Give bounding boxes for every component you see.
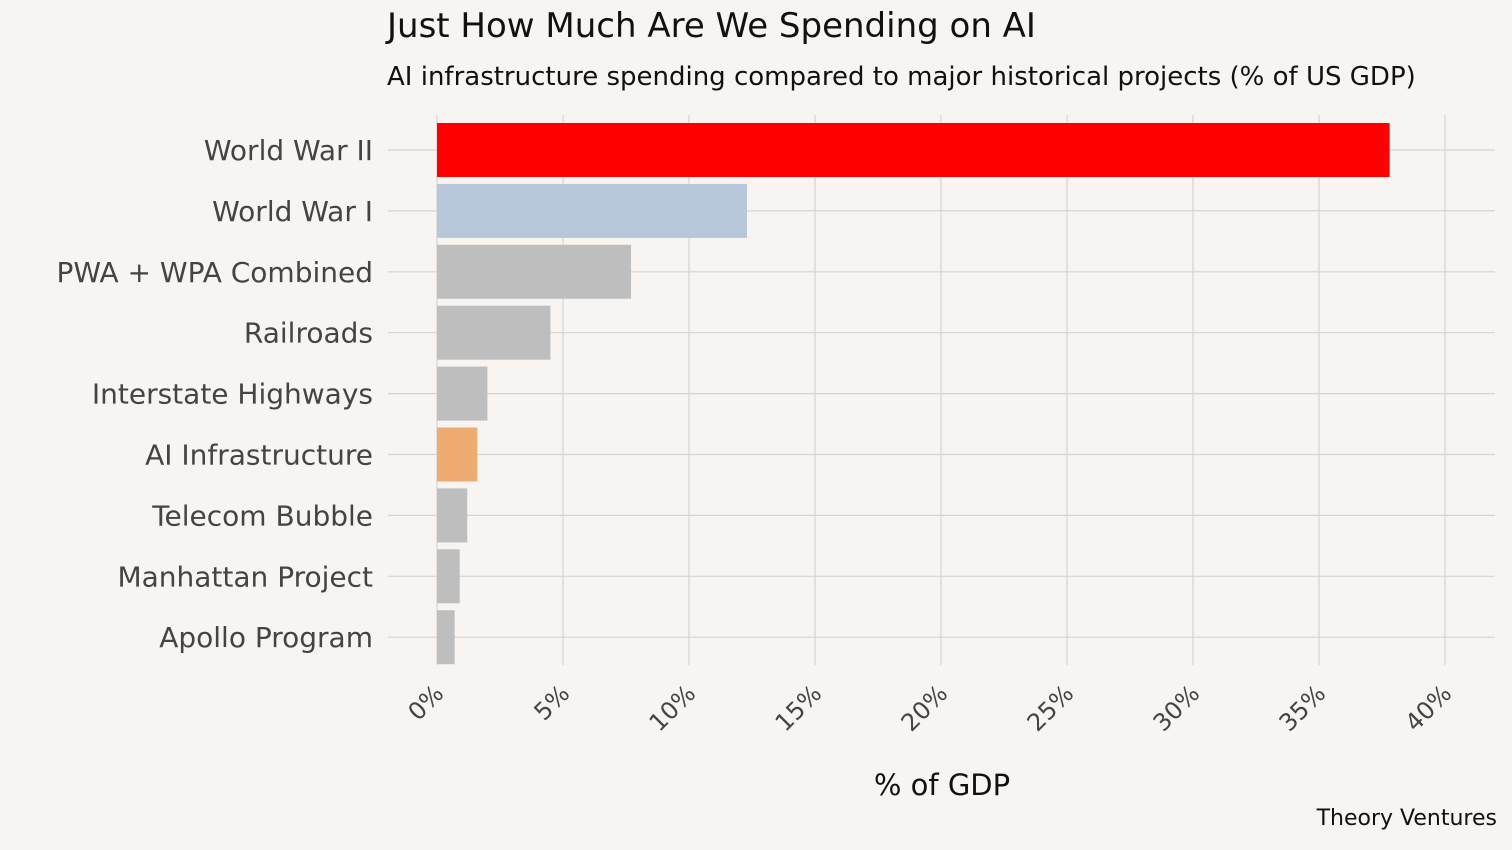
x-tick-label: 40%	[1400, 679, 1458, 737]
y-tick-label: World War I	[212, 195, 373, 228]
y-tick-label: World War II	[204, 134, 373, 167]
x-tick-label: 15%	[770, 679, 828, 737]
bar	[437, 427, 478, 482]
bar	[437, 366, 488, 421]
bar	[437, 549, 460, 604]
bar	[437, 305, 551, 360]
y-tick-label: Interstate Highways	[92, 378, 373, 411]
x-tick-label: 25%	[1022, 679, 1080, 737]
bar	[437, 244, 632, 299]
chart-caption: Theory Ventures	[1316, 806, 1497, 831]
x-tick-label: 30%	[1148, 679, 1206, 737]
x-tick-label: 5%	[529, 679, 576, 726]
y-tick-label: Apollo Program	[159, 621, 373, 654]
x-tick-label: 20%	[896, 679, 954, 737]
y-tick-label: Railroads	[244, 317, 373, 350]
x-tick-label: 10%	[644, 679, 702, 737]
bar	[437, 123, 1390, 177]
bar	[437, 610, 455, 665]
y-tick-label: Manhattan Project	[117, 560, 373, 593]
x-axis-label: % of GDP	[874, 768, 1010, 802]
bar	[437, 183, 747, 238]
bar	[437, 488, 468, 543]
y-tick-label: AI Infrastructure	[145, 439, 373, 472]
x-tick-label: 0%	[403, 679, 450, 726]
y-tick-label: PWA + WPA Combined	[56, 256, 373, 289]
x-tick-label: 35%	[1274, 679, 1332, 737]
chart-title: Just How Much Are We Spending on AI	[387, 6, 1036, 46]
y-tick-label: Telecom Bubble	[151, 499, 373, 532]
chart-subtitle: AI infrastructure spending compared to m…	[387, 62, 1416, 92]
